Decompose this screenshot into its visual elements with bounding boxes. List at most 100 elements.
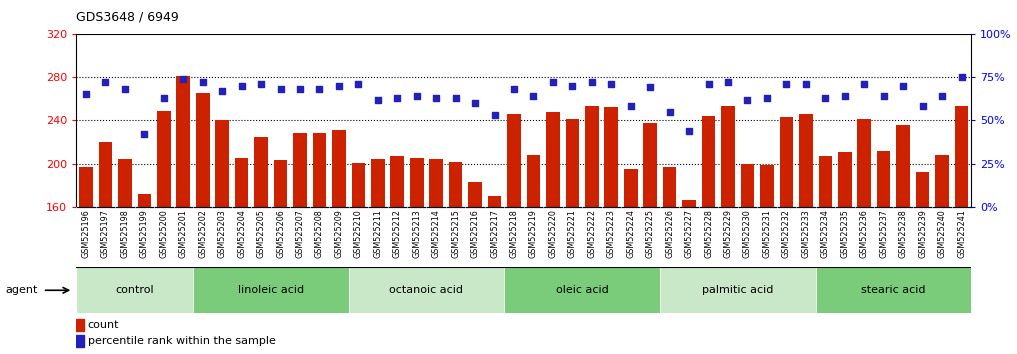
Text: GSM525235: GSM525235 bbox=[840, 209, 849, 258]
Bar bbox=[838, 152, 851, 207]
Bar bbox=[644, 122, 657, 207]
Point bbox=[390, 95, 406, 101]
Point bbox=[661, 109, 677, 115]
Bar bbox=[604, 107, 618, 207]
Bar bbox=[721, 106, 735, 207]
Text: GSM525238: GSM525238 bbox=[899, 209, 907, 258]
Point bbox=[642, 85, 658, 90]
Text: GSM525224: GSM525224 bbox=[626, 209, 636, 258]
Text: GSM525201: GSM525201 bbox=[179, 209, 188, 258]
Text: palmitic acid: palmitic acid bbox=[702, 285, 774, 295]
Point bbox=[273, 86, 289, 92]
Bar bbox=[780, 117, 793, 207]
Point bbox=[778, 81, 794, 87]
Text: GSM525240: GSM525240 bbox=[938, 209, 947, 258]
Text: GSM525241: GSM525241 bbox=[957, 209, 966, 258]
Text: GSM525223: GSM525223 bbox=[607, 209, 616, 258]
Text: GSM525228: GSM525228 bbox=[704, 209, 713, 258]
Text: percentile rank within the sample: percentile rank within the sample bbox=[87, 336, 276, 346]
Bar bbox=[429, 159, 443, 207]
Point bbox=[214, 88, 230, 94]
Bar bbox=[410, 158, 423, 207]
Point bbox=[914, 104, 931, 109]
Point bbox=[681, 128, 698, 133]
Bar bbox=[76, 267, 193, 313]
Bar bbox=[585, 106, 599, 207]
Text: GSM525218: GSM525218 bbox=[510, 209, 519, 258]
Point bbox=[720, 79, 736, 85]
Point bbox=[526, 93, 542, 99]
Text: agent: agent bbox=[5, 285, 38, 295]
Text: GSM525225: GSM525225 bbox=[646, 209, 655, 258]
Point bbox=[895, 83, 911, 88]
Text: GSM525199: GSM525199 bbox=[140, 209, 148, 258]
Point bbox=[234, 83, 250, 88]
Text: GSM525239: GSM525239 bbox=[918, 209, 928, 258]
Bar bbox=[896, 125, 910, 207]
Bar bbox=[79, 167, 93, 207]
Text: GSM525237: GSM525237 bbox=[879, 209, 888, 258]
Bar bbox=[468, 182, 482, 207]
Bar bbox=[624, 169, 638, 207]
Bar bbox=[857, 119, 871, 207]
Text: GSM525234: GSM525234 bbox=[821, 209, 830, 258]
Bar bbox=[99, 142, 112, 207]
Bar bbox=[877, 151, 891, 207]
Point bbox=[117, 86, 133, 92]
Bar bbox=[527, 155, 540, 207]
Text: GSM525203: GSM525203 bbox=[218, 209, 227, 258]
Text: GSM525229: GSM525229 bbox=[723, 209, 732, 258]
Bar bbox=[819, 156, 832, 207]
Bar bbox=[448, 161, 463, 207]
Bar bbox=[137, 194, 152, 207]
Text: GSM525232: GSM525232 bbox=[782, 209, 791, 258]
Text: GSM525208: GSM525208 bbox=[315, 209, 324, 258]
Bar bbox=[371, 159, 384, 207]
Bar bbox=[702, 116, 715, 207]
Point bbox=[876, 93, 892, 99]
Point bbox=[175, 76, 191, 81]
Bar bbox=[254, 137, 267, 207]
Text: GSM525222: GSM525222 bbox=[588, 209, 596, 258]
Point bbox=[136, 131, 153, 137]
Point bbox=[370, 97, 386, 102]
Text: GSM525231: GSM525231 bbox=[763, 209, 772, 258]
Point bbox=[447, 95, 464, 101]
Text: GSM525233: GSM525233 bbox=[801, 209, 811, 258]
Bar bbox=[196, 93, 210, 207]
Point bbox=[311, 86, 327, 92]
Point bbox=[156, 95, 172, 101]
Point bbox=[701, 81, 717, 87]
Text: GDS3648 / 6949: GDS3648 / 6949 bbox=[76, 11, 179, 24]
Point bbox=[545, 79, 561, 85]
Bar bbox=[391, 156, 404, 207]
Text: GSM525197: GSM525197 bbox=[101, 209, 110, 258]
Bar bbox=[760, 165, 774, 207]
Text: GSM525210: GSM525210 bbox=[354, 209, 363, 258]
Text: GSM525216: GSM525216 bbox=[471, 209, 480, 258]
Point bbox=[331, 83, 347, 88]
Bar bbox=[504, 267, 660, 313]
Bar bbox=[936, 155, 949, 207]
Bar bbox=[118, 159, 132, 207]
Point bbox=[350, 81, 366, 87]
Point bbox=[797, 81, 814, 87]
Text: GSM525236: GSM525236 bbox=[859, 209, 869, 258]
Bar bbox=[955, 106, 968, 207]
Point bbox=[486, 112, 502, 118]
Bar bbox=[76, 335, 83, 347]
Point bbox=[428, 95, 444, 101]
Bar bbox=[660, 267, 816, 313]
Point bbox=[622, 104, 639, 109]
Bar bbox=[682, 200, 696, 207]
Point bbox=[953, 74, 969, 80]
Text: GSM525198: GSM525198 bbox=[120, 209, 129, 258]
Text: GSM525213: GSM525213 bbox=[412, 209, 421, 258]
Text: GSM525220: GSM525220 bbox=[548, 209, 557, 258]
Point bbox=[194, 79, 211, 85]
Bar bbox=[349, 267, 504, 313]
Bar bbox=[546, 112, 559, 207]
Point bbox=[409, 93, 425, 99]
Text: GSM525219: GSM525219 bbox=[529, 209, 538, 258]
Point bbox=[98, 79, 114, 85]
